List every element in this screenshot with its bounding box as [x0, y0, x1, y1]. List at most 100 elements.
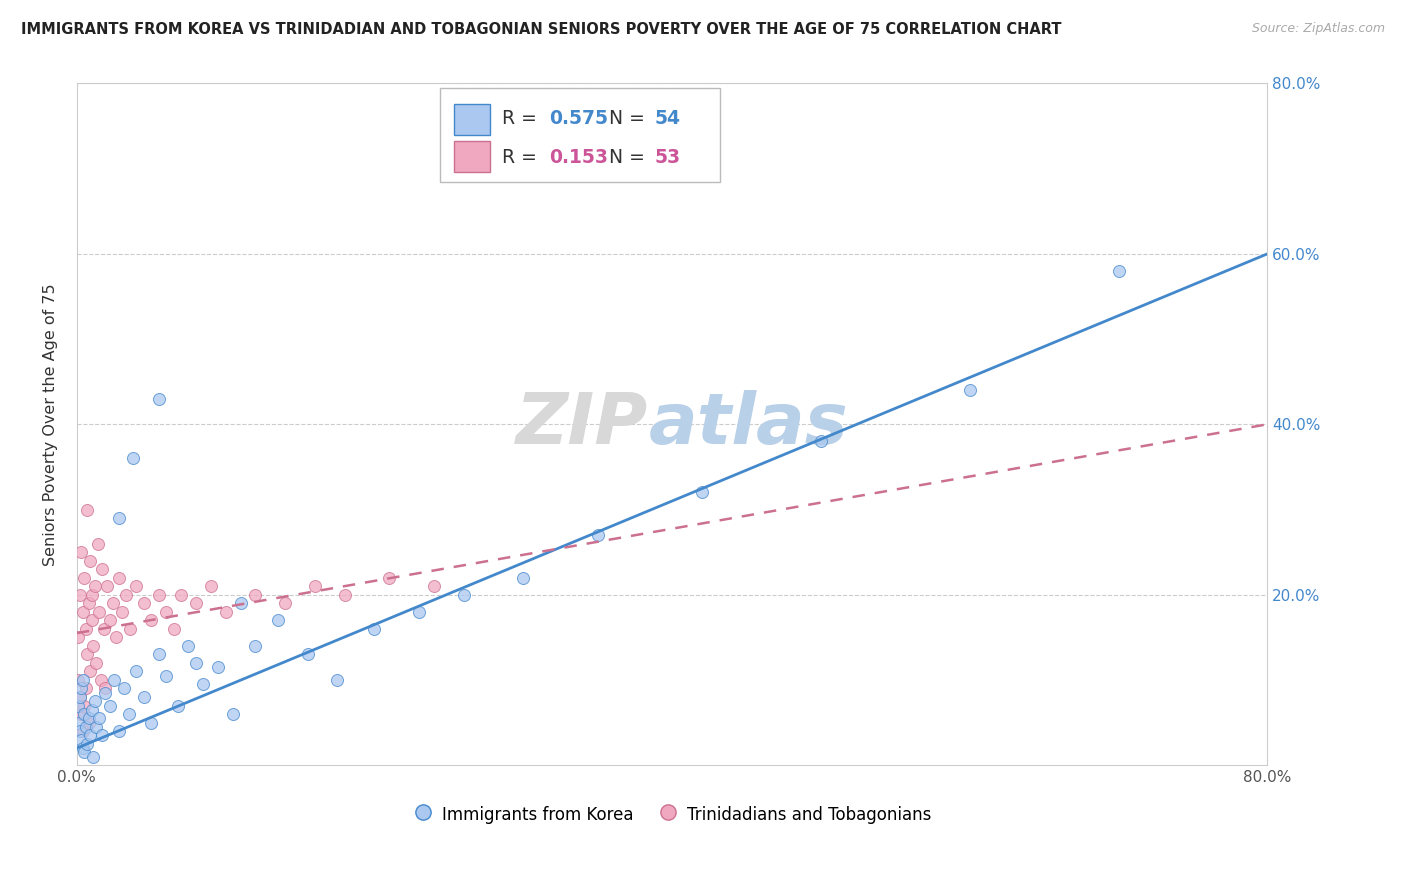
Point: [103, 673, 125, 687]
Point: [810, 434, 832, 449]
Text: 0.575: 0.575: [550, 110, 609, 128]
Text: 54: 54: [654, 110, 681, 128]
Point: [80, 613, 103, 627]
Point: [363, 622, 385, 636]
Point: [245, 588, 267, 602]
Point: [326, 673, 349, 687]
Point: [80, 588, 103, 602]
Point: [148, 588, 170, 602]
FancyBboxPatch shape: [454, 103, 489, 135]
Point: [101, 596, 124, 610]
Point: [83, 694, 105, 708]
Point: [193, 677, 215, 691]
Point: [229, 596, 252, 610]
Point: [72, 724, 94, 739]
Point: [162, 622, 184, 636]
Text: R =: R =: [502, 147, 543, 167]
Point: [94, 681, 117, 696]
Point: [77, 715, 100, 730]
Point: [184, 596, 207, 610]
Point: [67, 673, 90, 687]
Point: [586, 528, 609, 542]
Point: [73, 707, 96, 722]
Text: atlas: atlas: [648, 390, 848, 458]
Point: [82, 749, 104, 764]
Point: [90, 673, 112, 687]
Point: [89, 605, 111, 619]
Point: [125, 665, 148, 679]
Point: [378, 571, 401, 585]
Point: [84, 720, 107, 734]
Point: [1108, 264, 1130, 278]
Point: [67, 715, 90, 730]
Point: [215, 605, 238, 619]
Point: [89, 711, 111, 725]
FancyBboxPatch shape: [454, 142, 489, 172]
Point: [453, 588, 475, 602]
Point: [72, 605, 94, 619]
Point: [96, 579, 118, 593]
Point: [200, 579, 222, 593]
Point: [82, 639, 104, 653]
Point: [245, 639, 267, 653]
Point: [132, 690, 155, 704]
Point: [114, 681, 136, 696]
Point: [274, 596, 297, 610]
Text: Source: ZipAtlas.com: Source: ZipAtlas.com: [1251, 22, 1385, 36]
Point: [73, 698, 96, 713]
Point: [959, 383, 981, 397]
Point: [69, 690, 91, 704]
Y-axis label: Seniors Poverty Over the Age of 75: Seniors Poverty Over the Age of 75: [44, 283, 58, 566]
Point: [75, 720, 97, 734]
Legend: Immigrants from Korea, Trinidadians and Tobagonians: Immigrants from Korea, Trinidadians and …: [405, 797, 939, 832]
Text: N =: N =: [609, 110, 651, 128]
Point: [75, 681, 97, 696]
Point: [141, 715, 163, 730]
Point: [690, 485, 713, 500]
Point: [115, 588, 138, 602]
Point: [141, 613, 163, 627]
Point: [125, 579, 148, 593]
Point: [80, 703, 103, 717]
Point: [93, 622, 115, 636]
Point: [148, 648, 170, 662]
Point: [107, 511, 129, 525]
Point: [118, 707, 141, 722]
Point: [79, 554, 101, 568]
Point: [408, 605, 430, 619]
Point: [91, 728, 114, 742]
Point: [155, 605, 177, 619]
Point: [94, 686, 117, 700]
Point: [69, 588, 91, 602]
Point: [98, 698, 121, 713]
Point: [76, 648, 98, 662]
Text: N =: N =: [609, 147, 651, 167]
Point: [333, 588, 356, 602]
Point: [77, 596, 100, 610]
Point: [76, 502, 98, 516]
Point: [84, 656, 107, 670]
Point: [70, 732, 93, 747]
Point: [83, 579, 105, 593]
Point: [79, 728, 101, 742]
Point: [73, 745, 96, 759]
Point: [167, 698, 190, 713]
Point: [72, 673, 94, 687]
Point: [132, 596, 155, 610]
Point: [76, 737, 98, 751]
Point: [122, 451, 145, 466]
Point: [423, 579, 446, 593]
Point: [177, 639, 200, 653]
Point: [267, 613, 290, 627]
Point: [69, 724, 91, 739]
Point: [67, 631, 90, 645]
Text: 0.153: 0.153: [550, 147, 609, 167]
Point: [70, 707, 93, 722]
Text: 53: 53: [654, 147, 681, 167]
Point: [297, 648, 319, 662]
Point: [98, 613, 121, 627]
Point: [91, 562, 114, 576]
Point: [77, 711, 100, 725]
Point: [73, 571, 96, 585]
Text: ZIP: ZIP: [516, 390, 648, 458]
